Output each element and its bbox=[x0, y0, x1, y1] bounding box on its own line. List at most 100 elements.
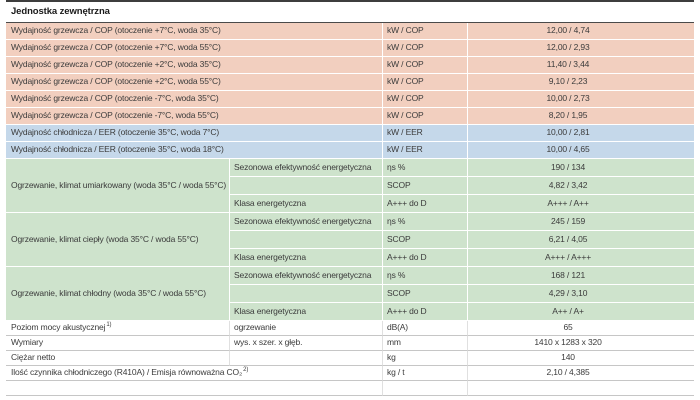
table-row: Ogrzewanie, klimat ciepły (woda 35°C / w… bbox=[6, 213, 695, 267]
table-row: SCOP 4,82 / 3,42 bbox=[6, 177, 695, 195]
spec-value: 140 bbox=[468, 351, 695, 366]
spec-value: 6,21 / 4,05 bbox=[468, 231, 695, 249]
table-row: Wydajność grzewcza / COP (otoczenie +2°C… bbox=[6, 74, 695, 91]
spec-label: Wydajność grzewcza / COP (otoczenie -7°C… bbox=[6, 91, 383, 108]
spec-value: 12,00 / 4,74 bbox=[468, 23, 695, 40]
spec-unit: kW / COP bbox=[383, 40, 468, 57]
spec-sub-label: Klasa energetyczna bbox=[230, 195, 383, 213]
table-row: Wydajność grzewcza / COP (otoczenie +2°C… bbox=[6, 57, 695, 74]
table-row: Wydajność chłodnicza / EER (otoczenie 35… bbox=[6, 142, 695, 159]
spec-value: 12,00 / 2,93 bbox=[468, 40, 695, 57]
spec-value: 9,10 / 2,23 bbox=[468, 74, 695, 91]
spec-value: 1410 x 1283 x 320 bbox=[468, 336, 695, 351]
spec-sub-label: ogrzewanie bbox=[230, 321, 383, 336]
table-row: Ogrzewanie, klimat chłodny (woda 35°C / … bbox=[6, 267, 695, 321]
spec-label: Wydajność grzewcza / COP (otoczenie +7°C… bbox=[6, 40, 383, 57]
table-row: Wydajność grzewcza / COP (otoczenie +7°C… bbox=[6, 23, 695, 40]
table-row: Klasa energetyczna A+++ do D A++ / A+ bbox=[6, 303, 695, 321]
table-row-partial bbox=[6, 381, 695, 396]
spec-unit: A+++ do D bbox=[383, 195, 468, 213]
table-row: Wymiary wys. x szer. x głęb. mm 1410 x 1… bbox=[6, 336, 695, 351]
spec-unit: A+++ do D bbox=[383, 303, 468, 321]
table-row: Klasa energetyczna A+++ do D A+++ / A++ bbox=[6, 195, 695, 213]
group-label: Ogrzewanie, klimat chłodny (woda 35°C / … bbox=[6, 267, 230, 321]
spec-value: A++ / A+ bbox=[468, 303, 695, 321]
spec-sub-label: Sezonowa efektywność energetyczna bbox=[230, 159, 383, 177]
spec-label: Wydajność grzewcza / COP (otoczenie +7°C… bbox=[6, 23, 383, 40]
spec-value: 4,82 / 3,42 bbox=[468, 177, 695, 195]
spec-sub-label bbox=[230, 351, 383, 366]
empty-cell bbox=[383, 381, 468, 396]
spec-value: 10,00 / 2,73 bbox=[468, 91, 695, 108]
table-row: Poziom mocy akustycznej1) ogrzewanie dB(… bbox=[6, 321, 695, 336]
spec-label-text: Poziom mocy akustycznej bbox=[11, 322, 106, 333]
spec-unit: dB(A) bbox=[383, 321, 468, 336]
spec-unit: kg bbox=[383, 351, 468, 366]
table-row: Wydajność grzewcza / COP (otoczenie -7°C… bbox=[6, 91, 695, 108]
spec-label: Wydajność chłodnicza / EER (otoczenie 35… bbox=[6, 125, 383, 142]
table-row: Ciężar netto kg 140 bbox=[6, 351, 695, 366]
spec-unit: kW / COP bbox=[383, 91, 468, 108]
spec-unit: kW / COP bbox=[383, 74, 468, 91]
table-row: Wydajność chłodnicza / EER (otoczenie 35… bbox=[6, 125, 695, 142]
spec-sub-label bbox=[230, 285, 383, 303]
spec-unit: kW / EER bbox=[383, 125, 468, 142]
table-row: SCOP 6,21 / 4,05 bbox=[6, 231, 695, 249]
outdoor-unit-table: Jednostka zewnętrzna Wydajność grzewcza … bbox=[6, 0, 695, 396]
spec-value: 65 bbox=[468, 321, 695, 336]
spec-unit: ηs % bbox=[383, 213, 468, 231]
spec-label: Wydajność chłodnicza / EER (otoczenie 35… bbox=[6, 142, 383, 159]
spec-unit: ηs % bbox=[383, 159, 468, 177]
empty-cell bbox=[6, 381, 383, 396]
spec-unit: SCOP bbox=[383, 285, 468, 303]
spec-value: 10,00 / 2,81 bbox=[468, 125, 695, 142]
table-row: Ilość czynnika chłodniczego (R410A) / Em… bbox=[6, 366, 695, 381]
spec-label: Poziom mocy akustycznej1) bbox=[6, 321, 230, 336]
spec-unit: ηs % bbox=[383, 267, 468, 285]
spec-unit: kg / t bbox=[383, 366, 468, 381]
spec-unit: mm bbox=[383, 336, 468, 351]
spec-label: Wydajność grzewcza / COP (otoczenie +2°C… bbox=[6, 74, 383, 91]
spec-sub-label: Sezonowa efektywność energetyczna bbox=[230, 213, 383, 231]
spec-unit: SCOP bbox=[383, 231, 468, 249]
spec-value: A+++ / A+++ bbox=[468, 249, 695, 267]
table-row: SCOP 4,29 / 3,10 bbox=[6, 285, 695, 303]
spec-label-text: Wymiary bbox=[11, 337, 43, 348]
spec-label-text: Ilość czynnika chłodniczego (R410A) / Em… bbox=[11, 367, 243, 378]
footnote-marker: 2) bbox=[243, 367, 249, 374]
group-label: Ogrzewanie, klimat umiarkowany (woda 35°… bbox=[6, 159, 230, 213]
spec-label: Ciężar netto bbox=[6, 351, 230, 366]
spec-sub-label: Klasa energetyczna bbox=[230, 303, 383, 321]
spec-unit: kW / EER bbox=[383, 142, 468, 159]
group-label: Ogrzewanie, klimat ciepły (woda 35°C / w… bbox=[6, 213, 230, 267]
spec-value: 11,40 / 3,44 bbox=[468, 57, 695, 74]
spec-label: Ilość czynnika chłodniczego (R410A) / Em… bbox=[6, 366, 383, 381]
spec-value: 4,29 / 3,10 bbox=[468, 285, 695, 303]
table-header-row: Jednostka zewnętrzna bbox=[6, 0, 695, 23]
spec-unit: kW / COP bbox=[383, 57, 468, 74]
spec-label: Wydajność grzewcza / COP (otoczenie -7°C… bbox=[6, 108, 383, 125]
spec-label: Wymiary bbox=[6, 336, 230, 351]
spec-value: 2,10 / 4,385 bbox=[468, 366, 695, 381]
spec-sub-label: Sezonowa efektywność energetyczna bbox=[230, 267, 383, 285]
table-row: Wydajność grzewcza / COP (otoczenie +7°C… bbox=[6, 40, 695, 57]
spec-value: 190 / 134 bbox=[468, 159, 695, 177]
spec-sub-label: wys. x szer. x głęb. bbox=[230, 336, 383, 351]
spec-value: A+++ / A++ bbox=[468, 195, 695, 213]
spec-value: 168 / 121 bbox=[468, 267, 695, 285]
spec-value: 245 / 159 bbox=[468, 213, 695, 231]
section-title: Jednostka zewnętrzna bbox=[6, 0, 695, 23]
spec-sub-label bbox=[230, 177, 383, 195]
footnote-marker: 1) bbox=[106, 322, 112, 329]
spec-unit: SCOP bbox=[383, 177, 468, 195]
spec-unit: A+++ do D bbox=[383, 249, 468, 267]
empty-cell bbox=[468, 381, 695, 396]
table-row: Ogrzewanie, klimat umiarkowany (woda 35°… bbox=[6, 159, 695, 213]
spec-unit: kW / COP bbox=[383, 23, 468, 40]
spec-sub-label: Klasa energetyczna bbox=[230, 249, 383, 267]
spec-unit: kW / COP bbox=[383, 108, 468, 125]
spec-value: 10,00 / 4,65 bbox=[468, 142, 695, 159]
spec-sub-label bbox=[230, 231, 383, 249]
table-row: Wydajność grzewcza / COP (otoczenie -7°C… bbox=[6, 108, 695, 125]
